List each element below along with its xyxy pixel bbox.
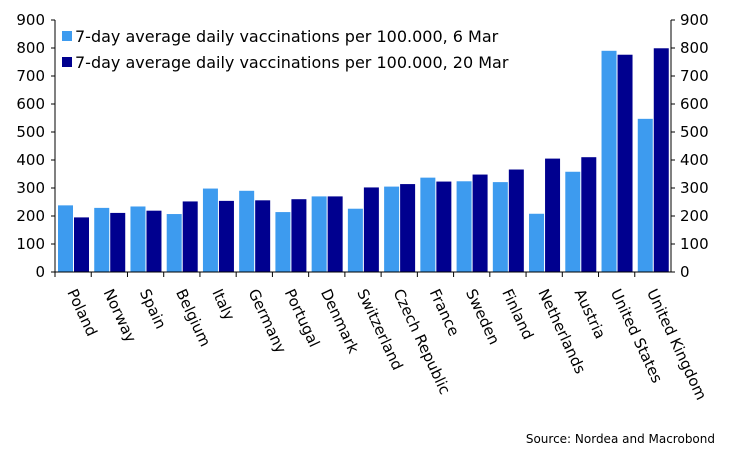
bar-6-mar	[311, 196, 327, 272]
y-tick-label-left: 800	[16, 39, 45, 57]
bar-20-mar	[653, 48, 669, 272]
category-label: Norway	[100, 286, 140, 345]
bar-6-mar	[384, 186, 400, 272]
bars-layer	[54, 48, 669, 277]
y-tick-label-left: 200	[16, 207, 45, 225]
bar-6-mar	[166, 214, 182, 272]
legend-label-6-mar: 7-day average daily vaccinations per 100…	[75, 27, 499, 46]
bar-6-mar	[239, 190, 255, 272]
bar-20-mar	[472, 174, 488, 272]
legend-label-20-mar: 7-day average daily vaccinations per 100…	[75, 53, 509, 72]
y-tick-label-right: 300	[680, 179, 709, 197]
bar-20-mar	[327, 196, 343, 272]
bar-20-mar	[400, 184, 416, 272]
bar-6-mar	[492, 182, 508, 272]
category-label: Belgium	[172, 286, 214, 349]
bar-6-mar	[456, 181, 472, 272]
y-tick-label-right: 0	[680, 263, 690, 281]
bar-20-mar	[291, 199, 307, 272]
bar-20-mar	[508, 169, 524, 272]
y-tick-label-left: 900	[16, 11, 45, 29]
y-tick-label-right: 700	[680, 67, 709, 85]
bar-6-mar	[637, 118, 653, 272]
y-tick-label-left: 100	[16, 235, 45, 253]
y-tick-label-right: 100	[680, 235, 709, 253]
y-tick-label-right: 800	[680, 39, 709, 57]
category-label: France	[426, 286, 463, 339]
ticks-layer: 0 0 100 100 200 200 300 300 400 400 500 500 600 600 70…	[16, 11, 708, 281]
legend-swatch-20-mar	[62, 57, 72, 67]
bar-20-mar	[581, 157, 597, 272]
bar-6-mar	[529, 213, 545, 272]
bar-6-mar	[565, 171, 581, 272]
bar-20-mar	[545, 158, 561, 272]
bar-6-mar	[94, 207, 110, 272]
y-tick-label-left: 700	[16, 67, 45, 85]
y-tick-label-left: 300	[16, 179, 45, 197]
bar-6-mar	[58, 205, 73, 272]
y-tick-label-left: 500	[16, 123, 45, 141]
category-label: United Kingdom	[643, 286, 710, 403]
category-label: Austria	[571, 286, 610, 342]
bar-20-mar	[74, 217, 89, 272]
category-label: Spain	[136, 286, 170, 332]
y-tick-label-left: 0	[35, 263, 45, 281]
bar-20-mar	[218, 200, 234, 272]
bar-6-mar	[420, 177, 436, 272]
y-tick-label-right: 400	[680, 151, 709, 169]
legend-swatch-6-mar	[62, 31, 72, 41]
bar-6-mar	[202, 188, 218, 272]
bar-20-mar	[617, 54, 633, 272]
legend: 7-day average daily vaccinations per 100…	[56, 24, 570, 76]
y-tick-label-right: 600	[680, 95, 709, 113]
bar-20-mar	[110, 212, 126, 272]
category-label: Poland	[63, 286, 100, 339]
category-label: Finland	[498, 286, 537, 342]
category-label: Sweden	[462, 286, 503, 347]
y-tick-label-right: 200	[680, 207, 709, 225]
bar-6-mar	[601, 50, 617, 272]
bar-6-mar	[347, 208, 363, 272]
bar-20-mar	[363, 187, 379, 272]
bar-20-mar	[255, 200, 271, 272]
y-tick-label-left: 600	[16, 95, 45, 113]
y-tick-label-right: 900	[680, 11, 709, 29]
category-label: Italy	[208, 286, 238, 323]
source-note: Source: Nordea and Macrobond	[526, 432, 715, 446]
y-tick-label-right: 500	[680, 123, 709, 141]
bar-20-mar	[436, 181, 452, 272]
bar-20-mar	[182, 201, 198, 272]
bar-20-mar	[146, 210, 162, 272]
y-tick-label-left: 400	[16, 151, 45, 169]
legend-background	[56, 24, 570, 76]
bar-6-mar	[275, 212, 291, 272]
bar-6-mar	[130, 206, 146, 272]
